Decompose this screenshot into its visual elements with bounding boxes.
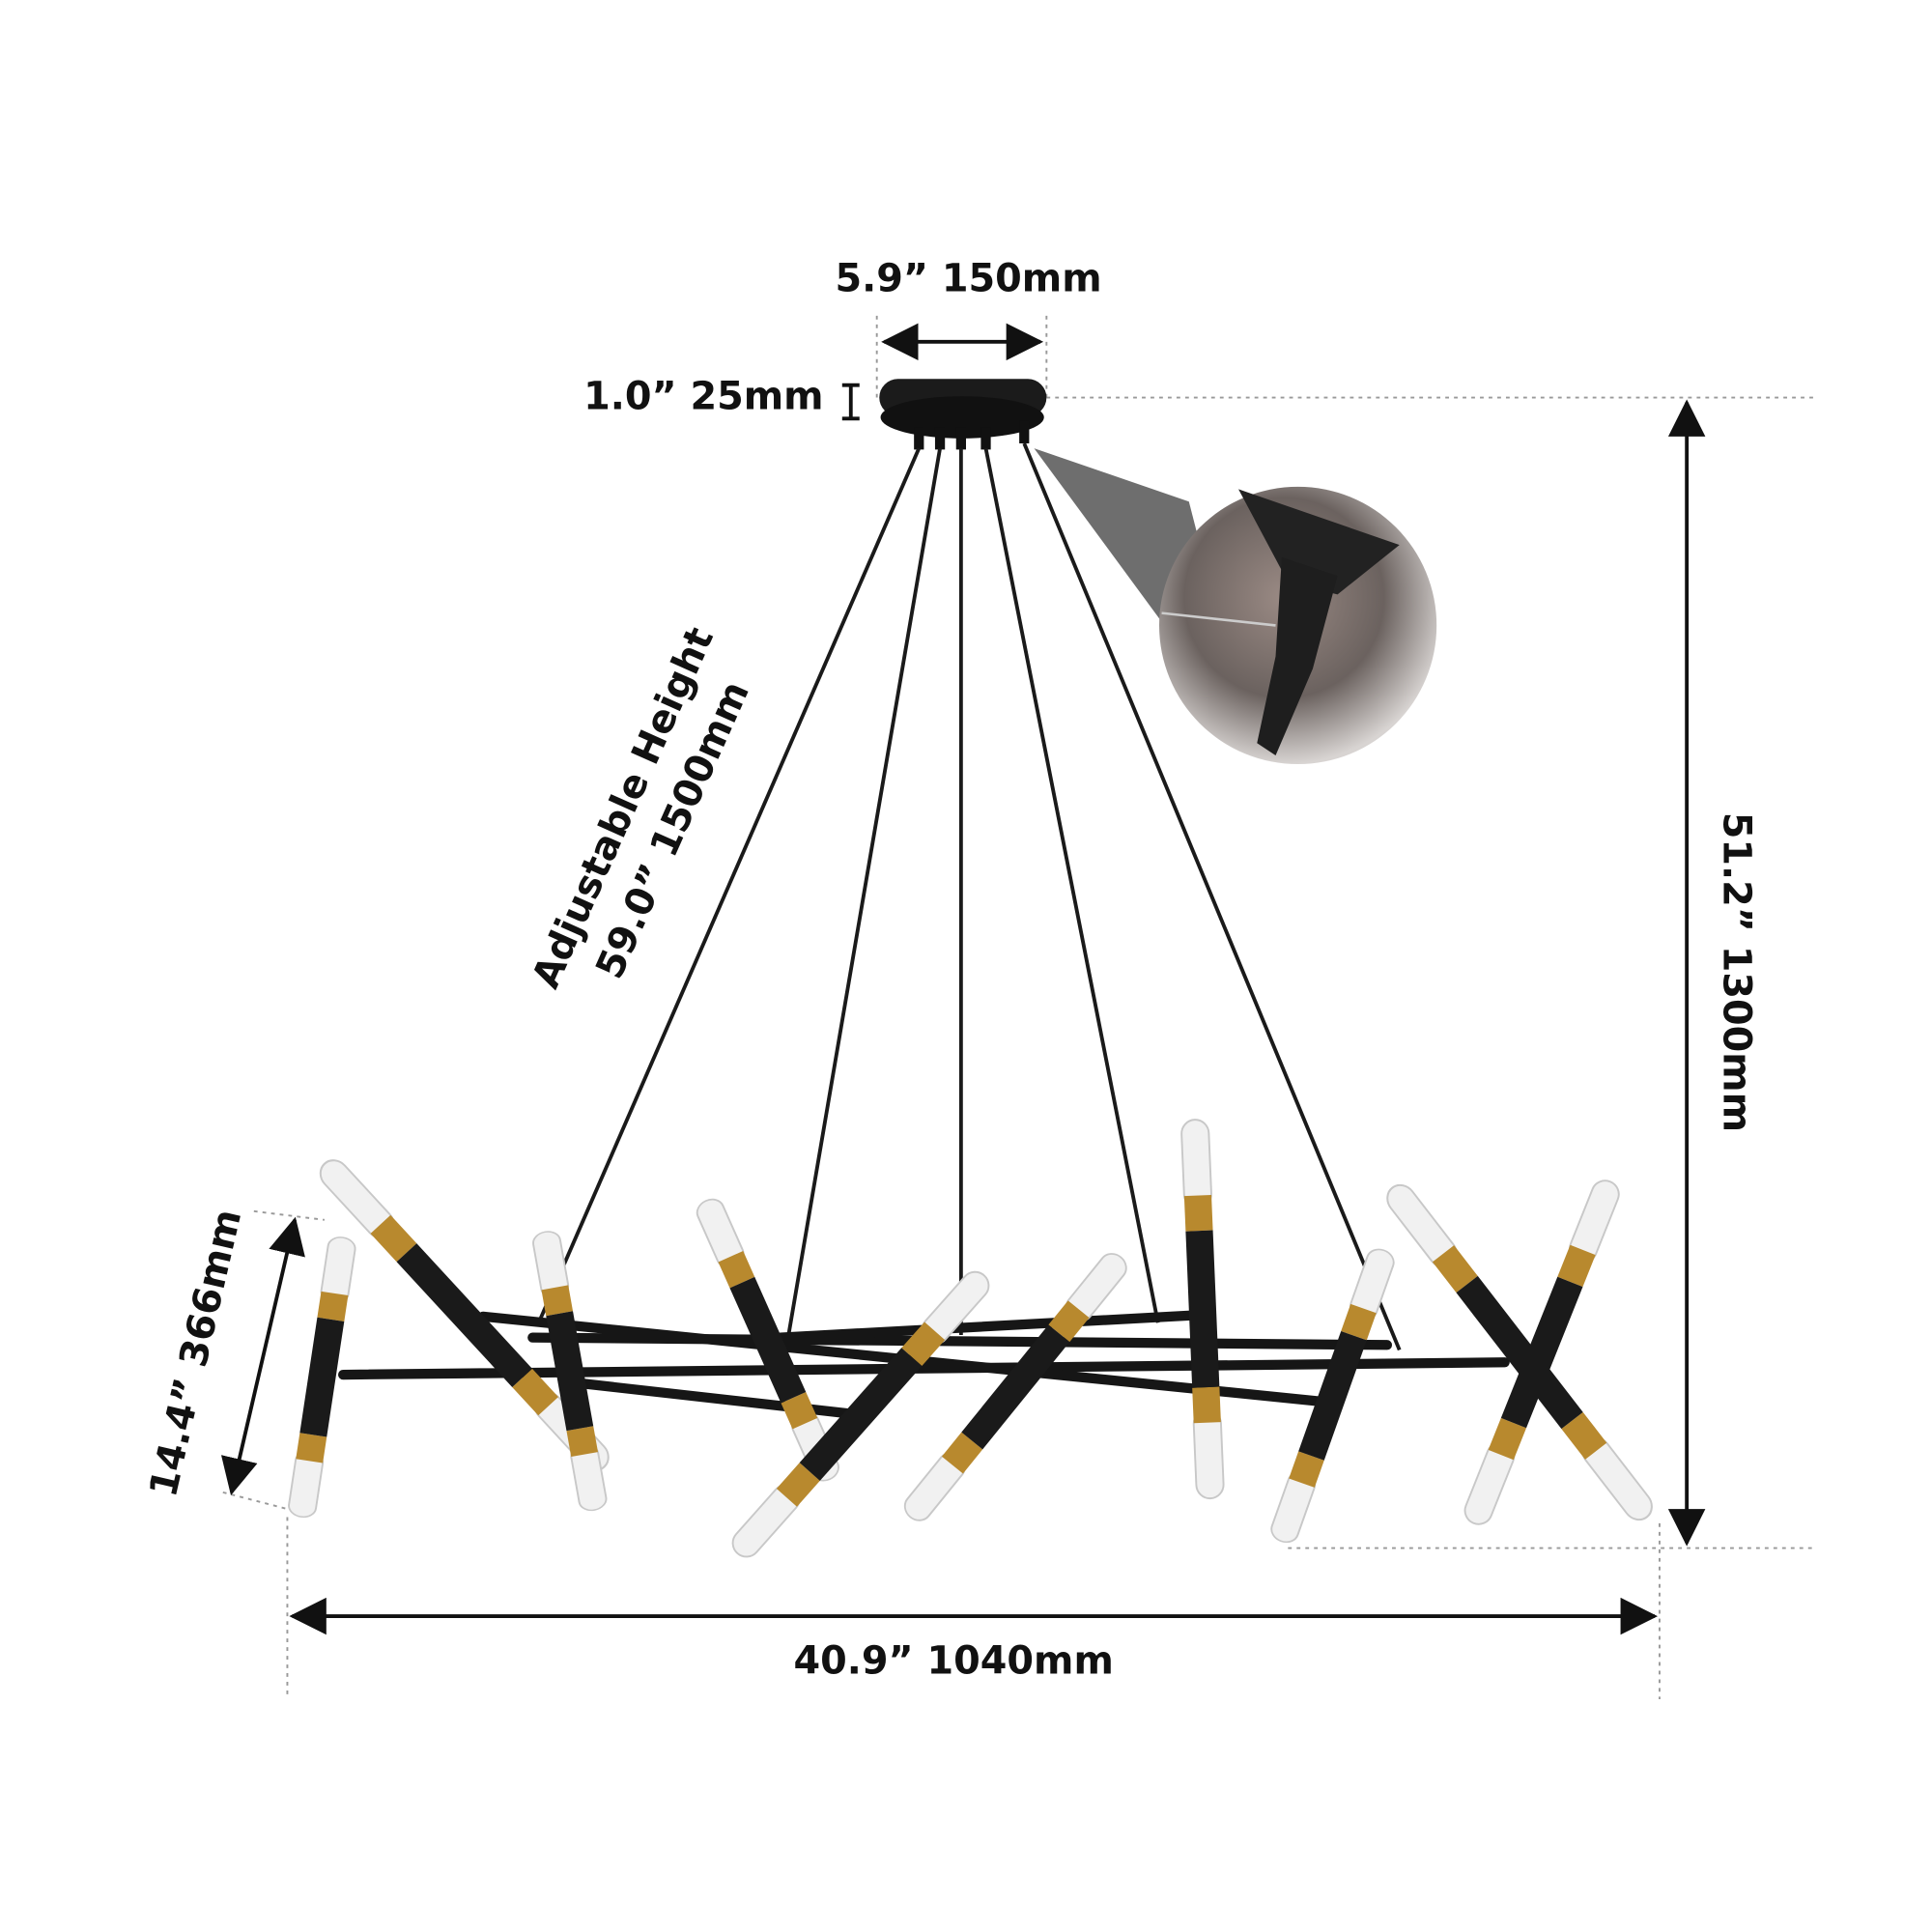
detail-canopy [1238,489,1400,595]
fixture-height-label: 14.4” 366mm [141,1206,250,1501]
canopy-height-bracket [841,383,860,421]
extension-lines [222,315,1815,1699]
total-width-label: 40.9” 1040mm [793,1638,1113,1683]
fixture-height-arrow [220,1216,305,1495]
canopy [879,379,1047,450]
detail-holder [1257,556,1338,756]
canopy-width-label: 5.9” 150mm [836,257,1102,301]
detail-cable [1161,611,1276,627]
frame [338,1310,1510,1421]
canopy-height-label: 1.0” 25mm [583,374,823,418]
cables [536,442,1402,1351]
total-height-label: 51.2” 1300mm [1714,812,1758,1132]
adjustable-height-group: Adjustable Height 59.0” 1500mm [524,621,758,995]
